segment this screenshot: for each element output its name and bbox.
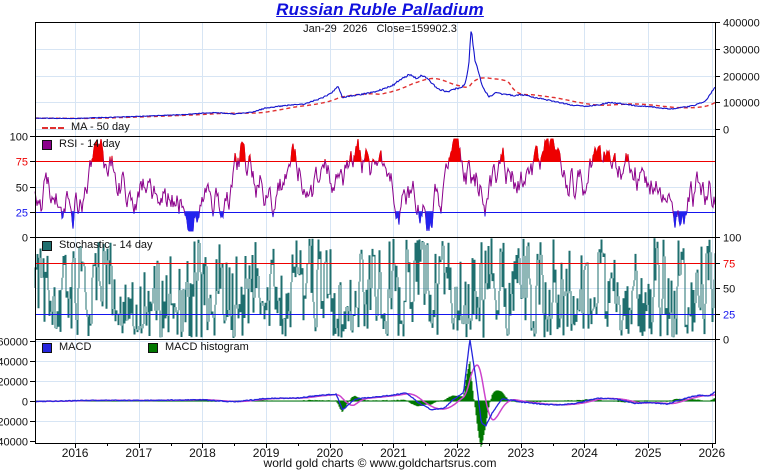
rsi-y-tick-label: 100 [10,132,28,144]
x-axis-year-label: 2023 [507,446,534,460]
chart-footer-attribution: world gold charts © www.goldchartsrus.co… [263,456,497,470]
legend-ma-label: MA - 50 day [71,121,130,133]
macd-histogram-square-marker [148,342,158,353]
macd-y-tick-label: 0 [22,397,28,409]
price-y-tick-label: 0 [723,125,729,137]
rsi-y-tick-label: 50 [16,183,28,195]
legend-rsi: RSI - 14 day [42,139,120,150]
x-axis-year-label: 2017 [125,446,152,460]
stochastic-y-tick-label: 100 [723,233,741,245]
x-axis-year-label: 2021 [380,446,407,460]
page-title: Russian Ruble Palladium [276,0,484,19]
x-axis-year-label: 2020 [316,446,343,460]
price-y-tick-label: 200000 [723,72,760,84]
macd-y-tick-label: 60000 [0,337,28,349]
legend-macd-label: MACD [59,341,92,353]
x-axis-year-label: 2019 [253,446,280,460]
x-axis-year-label: 2025 [635,446,662,460]
stochastic-square-marker [42,240,52,251]
legend-macd-histogram: MACD histogram [148,342,249,353]
rsi-square-marker [42,139,52,150]
macd-y-tick-label: 20000 [0,377,28,389]
x-axis-year-label: 2022 [444,446,471,460]
legend-macd: MACD [42,342,91,353]
price-y-tick-label: 400000 [723,18,760,30]
x-axis-year-label: 2026 [698,446,725,460]
stochastic-y-tick-label: 0 [723,335,729,347]
legend-stochastic: Stochastic - 14 day [42,240,153,251]
rsi-y-tick-label: 25 [16,208,28,220]
stochastic-y-tick-label: 75 [723,259,735,271]
ma-dashed-line-marker [42,126,64,129]
legend-stochastic-label: Stochastic - 14 day [59,239,153,251]
x-axis-year-label: 2024 [571,446,598,460]
x-axis-year-label: 2016 [62,446,89,460]
rsi-y-tick-label: 75 [16,157,28,169]
price-y-tick-label: 100000 [723,98,760,110]
legend-macd-histogram-label: MACD histogram [165,341,249,353]
stochastic-y-tick-label: 25 [723,310,735,322]
chart-subtitle-date-close: Jan-29 2026 Close=159902.3 [303,23,457,35]
macd-square-marker [42,342,52,353]
rsi-y-tick-label: 0 [22,233,28,245]
x-axis-year-label: 2018 [189,446,216,460]
macd-y-tick-label: 40000 [0,357,28,369]
stochastic-y-tick-label: 50 [723,284,735,296]
macd-y-tick-label: 40000 [0,437,28,449]
legend-rsi-label: RSI - 14 day [59,138,121,150]
legend-ma: MA - 50 day [42,122,130,133]
macd-y-tick-label: 20000 [0,417,28,429]
price-y-tick-label: 300000 [723,45,760,57]
